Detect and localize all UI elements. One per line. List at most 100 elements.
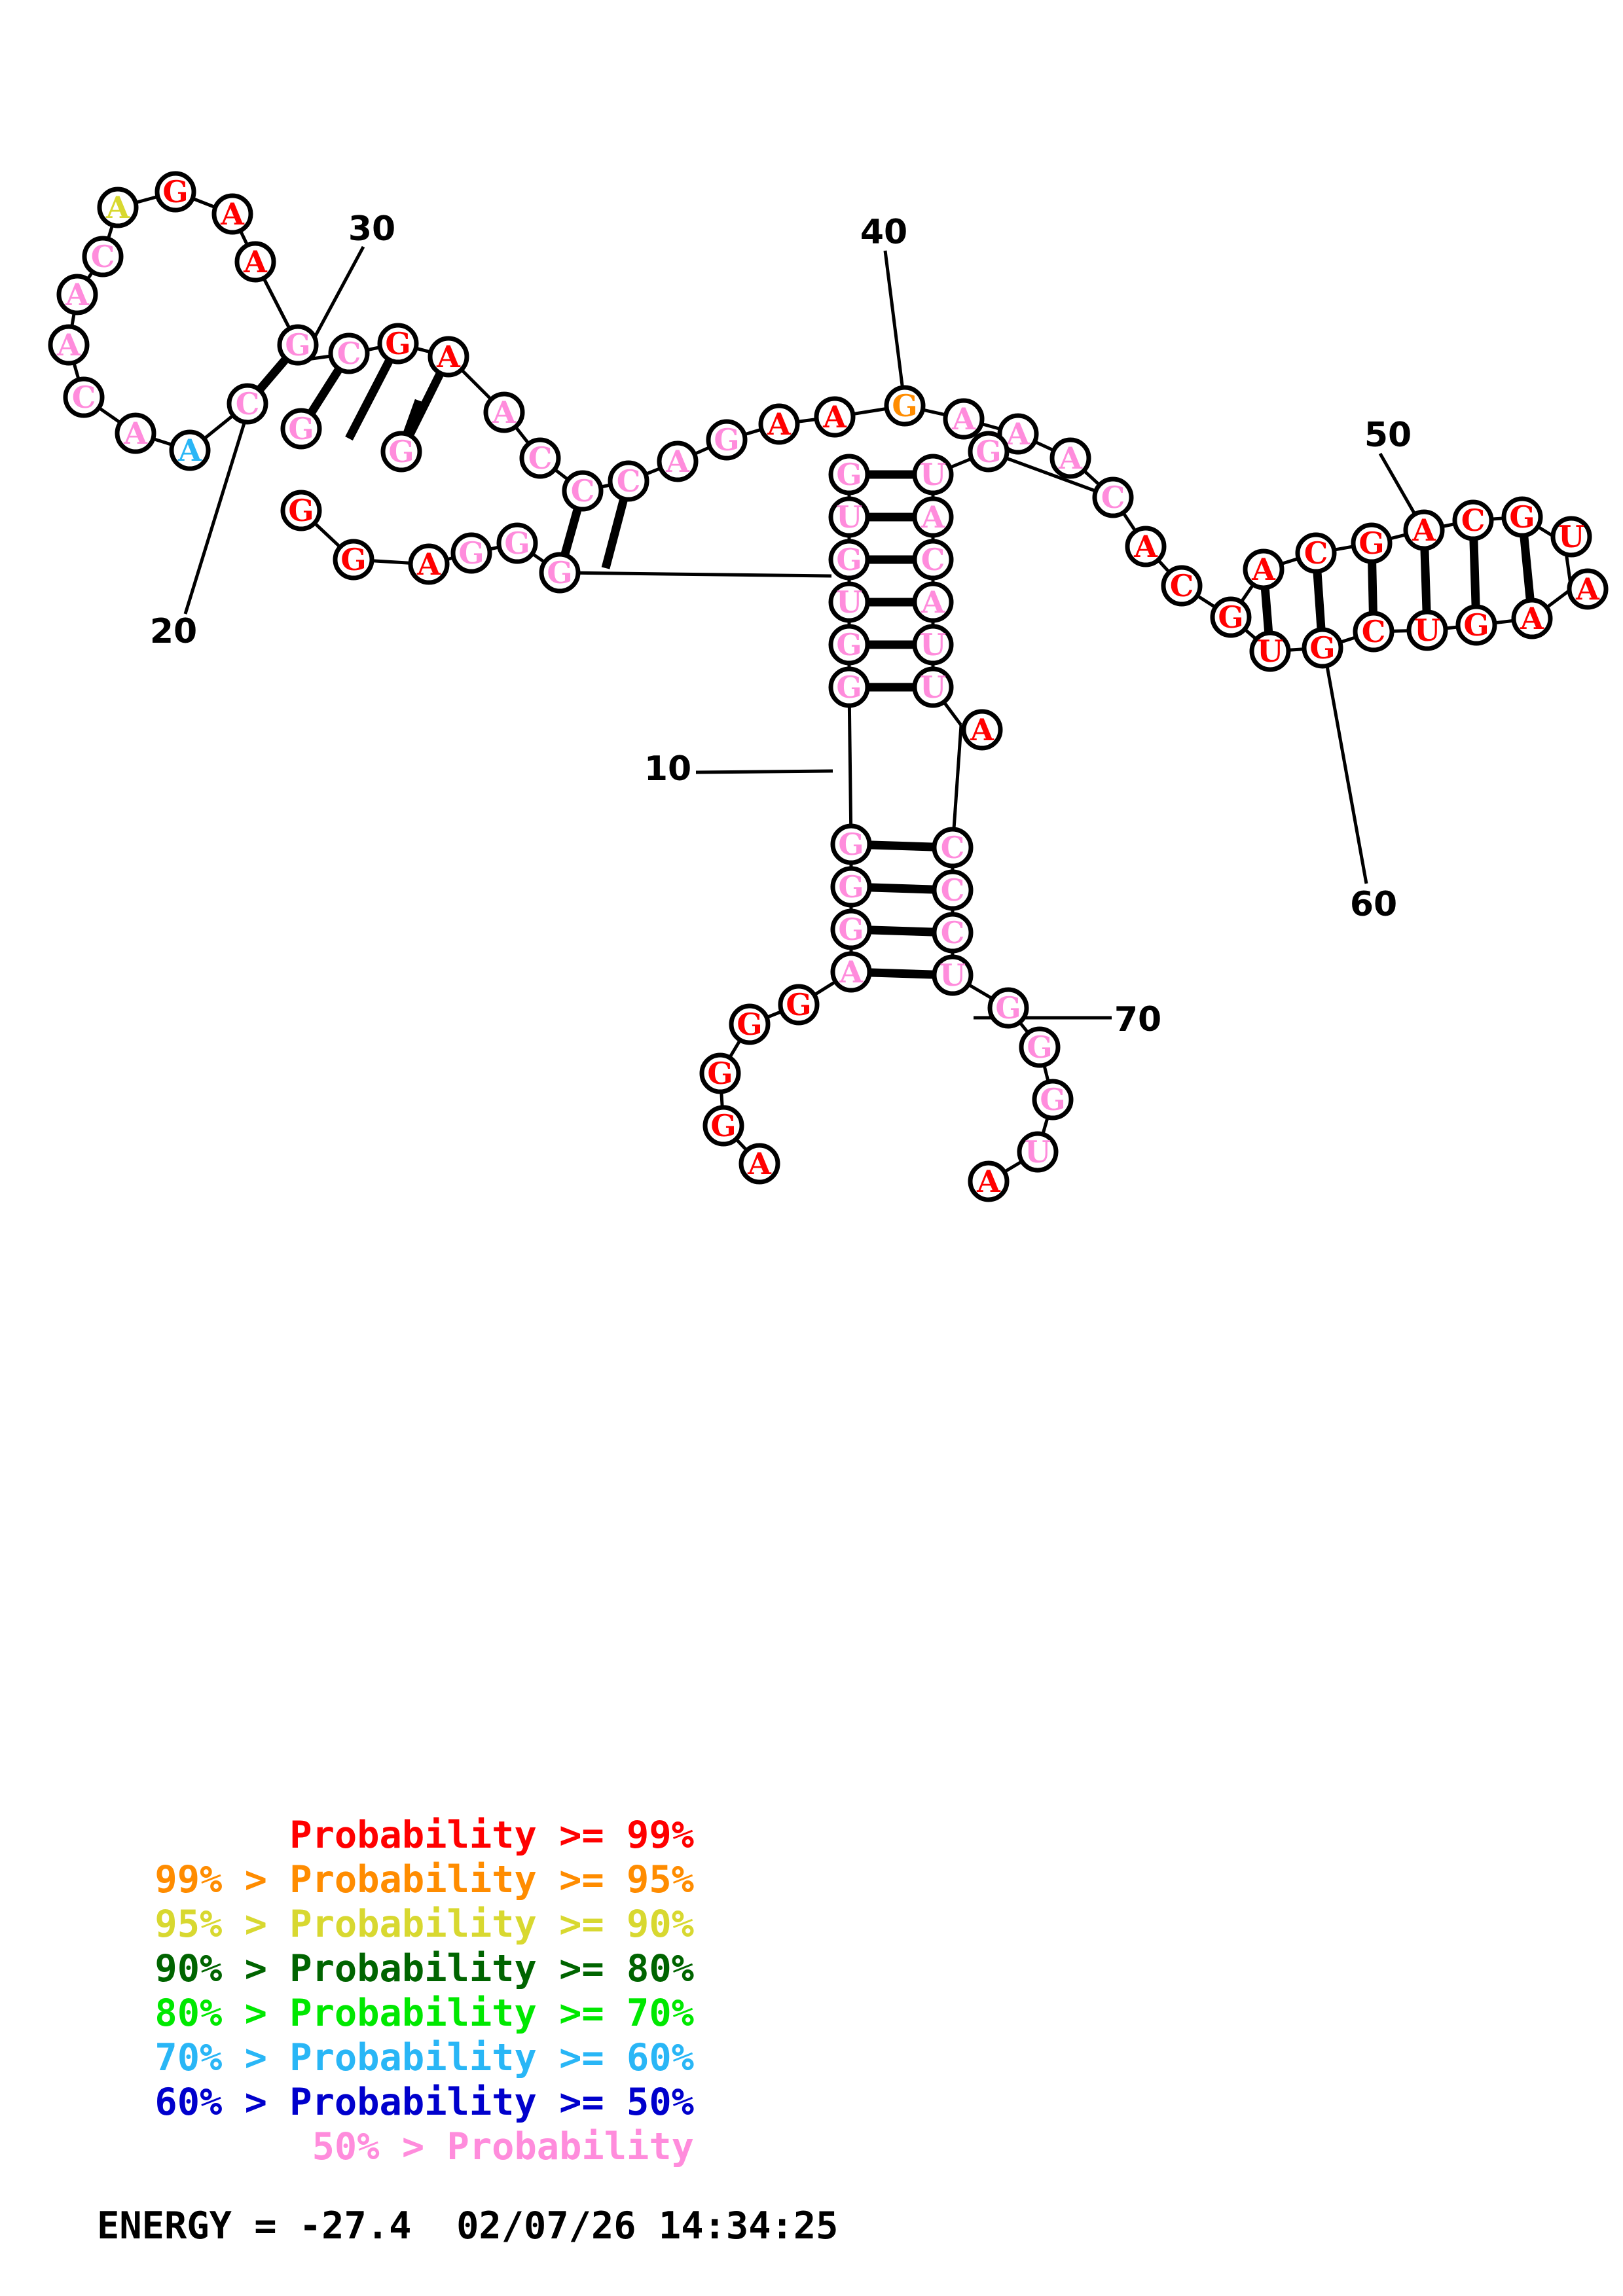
nucleotide[interactable]: U bbox=[1406, 609, 1448, 651]
nucleotide[interactable]: A bbox=[739, 1143, 780, 1185]
svg-text:G: G bbox=[710, 1108, 736, 1143]
svg-text:G: G bbox=[385, 326, 410, 361]
svg-text:U: U bbox=[836, 584, 862, 620]
nucleotide[interactable]: G bbox=[380, 431, 422, 473]
svg-text:C: C bbox=[571, 473, 595, 509]
nucleotide[interactable]: A bbox=[943, 398, 985, 440]
nucleotide[interactable]: G bbox=[830, 908, 872, 950]
nucleotide[interactable]: A bbox=[1125, 526, 1167, 567]
nucleotide[interactable]: C bbox=[328, 332, 370, 374]
nucleotide[interactable]: A bbox=[912, 581, 954, 623]
nucleotide[interactable]: C bbox=[63, 376, 105, 418]
nucleotide[interactable]: A bbox=[961, 709, 1003, 751]
nucleotide[interactable]: G bbox=[496, 522, 538, 564]
nucleotide[interactable]: A bbox=[814, 396, 856, 438]
nucleotide[interactable]: C bbox=[912, 539, 954, 581]
nucleotide[interactable]: G bbox=[702, 1105, 744, 1147]
nucleotide[interactable]: G bbox=[699, 1052, 741, 1094]
nucleotide[interactable]: C bbox=[1353, 611, 1395, 653]
nucleotide[interactable]: U bbox=[912, 454, 954, 495]
nucleotide[interactable]: G bbox=[968, 431, 1010, 473]
nucleotide[interactable]: G bbox=[280, 490, 322, 531]
nucleotide[interactable]: A bbox=[1511, 598, 1553, 639]
svg-text:G: G bbox=[547, 555, 572, 590]
nucleotide[interactable]: A bbox=[1049, 437, 1091, 479]
nucleotide[interactable]: G bbox=[828, 454, 870, 495]
nucleotide[interactable]: A bbox=[758, 403, 800, 445]
nucleotide[interactable]: G bbox=[1210, 596, 1252, 638]
nucleotide[interactable]: U bbox=[828, 581, 870, 623]
nucleotide[interactable]: G bbox=[155, 171, 196, 213]
svg-text:G: G bbox=[737, 1007, 762, 1042]
nucleotide[interactable]: C bbox=[932, 827, 974, 869]
nucleotide[interactable]: C bbox=[608, 460, 649, 502]
nucleotide[interactable]: G bbox=[706, 419, 748, 461]
nucleotide[interactable]: U bbox=[912, 666, 954, 708]
nucleotide[interactable]: A bbox=[408, 543, 450, 585]
nucleotide[interactable]: A bbox=[968, 1160, 1010, 1202]
svg-text:G: G bbox=[714, 422, 739, 457]
svg-text:A: A bbox=[767, 406, 792, 442]
nucleotide[interactable]: G bbox=[1032, 1079, 1074, 1121]
nucleotide[interactable]: G bbox=[828, 666, 870, 708]
nucleotide[interactable]: U bbox=[1550, 516, 1592, 558]
nucleotide[interactable]: G bbox=[830, 823, 872, 865]
nucleotide[interactable]: U bbox=[1017, 1131, 1059, 1173]
nucleotide[interactable]: A bbox=[657, 440, 699, 482]
svg-text:A: A bbox=[1133, 529, 1158, 564]
svg-text:G: G bbox=[1218, 600, 1243, 635]
nucleotide[interactable]: C bbox=[1092, 476, 1134, 518]
svg-text:A: A bbox=[1412, 512, 1436, 548]
nucleotide[interactable]: A bbox=[48, 324, 90, 366]
svg-text:A: A bbox=[970, 712, 994, 747]
nucleotide[interactable]: A bbox=[56, 274, 98, 315]
nucleotide[interactable]: G bbox=[828, 624, 870, 666]
nucleotide[interactable]: G bbox=[729, 1003, 771, 1045]
nucleotide[interactable]: C bbox=[1452, 499, 1494, 541]
nucleotide[interactable]: G bbox=[277, 324, 319, 366]
nucleotide[interactable]: G bbox=[884, 385, 926, 427]
nucleotide[interactable]: G bbox=[778, 984, 820, 1026]
nucleotide[interactable]: A bbox=[830, 951, 872, 993]
nucleotide[interactable]: C bbox=[227, 383, 268, 425]
nucleotide[interactable]: C bbox=[562, 470, 604, 512]
nucleotide[interactable]: A bbox=[115, 412, 156, 454]
nucleotide[interactable]: U bbox=[932, 954, 974, 996]
nucleotide[interactable]: C bbox=[932, 869, 974, 911]
nucleotide[interactable]: U bbox=[912, 624, 954, 666]
svg-text:G: G bbox=[976, 434, 1001, 469]
nucleotide[interactable]: G bbox=[830, 866, 872, 908]
nucleotide[interactable]: G bbox=[1302, 627, 1343, 669]
nucleotide[interactable]: G bbox=[1351, 522, 1393, 564]
nucleotide[interactable]: G bbox=[1019, 1026, 1061, 1068]
nucleotide[interactable]: A bbox=[1567, 568, 1609, 610]
nucleotide[interactable]: A bbox=[234, 241, 276, 283]
nucleotide[interactable]: A bbox=[97, 187, 139, 228]
nucleotide[interactable]: G bbox=[333, 539, 374, 581]
svg-text:A: A bbox=[921, 584, 945, 620]
nucleotide[interactable]: C bbox=[1161, 565, 1203, 607]
nucleotide[interactable]: G bbox=[539, 552, 581, 594]
nucleotide[interactable]: C bbox=[932, 912, 974, 954]
nucleotide[interactable]: C bbox=[519, 437, 561, 479]
nucleotide[interactable]: G bbox=[280, 408, 322, 450]
nucleotide[interactable]: C bbox=[82, 236, 124, 278]
nucleotide[interactable]: A bbox=[169, 429, 211, 471]
nucleotide[interactable]: U bbox=[828, 496, 870, 538]
nucleotide[interactable]: G bbox=[987, 987, 1029, 1029]
nucleotide[interactable]: A bbox=[1243, 548, 1285, 590]
nucleotide[interactable]: G bbox=[1455, 604, 1497, 646]
nucleotide[interactable]: A bbox=[997, 413, 1039, 455]
nucleotide[interactable]: A bbox=[912, 496, 954, 538]
nucleotide[interactable]: A bbox=[428, 336, 469, 378]
nucleotide[interactable]: G bbox=[828, 539, 870, 581]
nucleotide[interactable]: U bbox=[1249, 630, 1291, 672]
nucleotide[interactable]: G bbox=[1501, 496, 1543, 538]
nucleotide[interactable]: A bbox=[1403, 509, 1445, 551]
nucleotide[interactable]: C bbox=[1295, 532, 1337, 574]
nucleotide[interactable]: A bbox=[211, 193, 253, 235]
leader-10 bbox=[695, 769, 833, 774]
nucleotide[interactable]: G bbox=[450, 532, 492, 574]
nucleotide[interactable]: G bbox=[377, 323, 419, 365]
nucleotide[interactable]: A bbox=[483, 391, 525, 433]
